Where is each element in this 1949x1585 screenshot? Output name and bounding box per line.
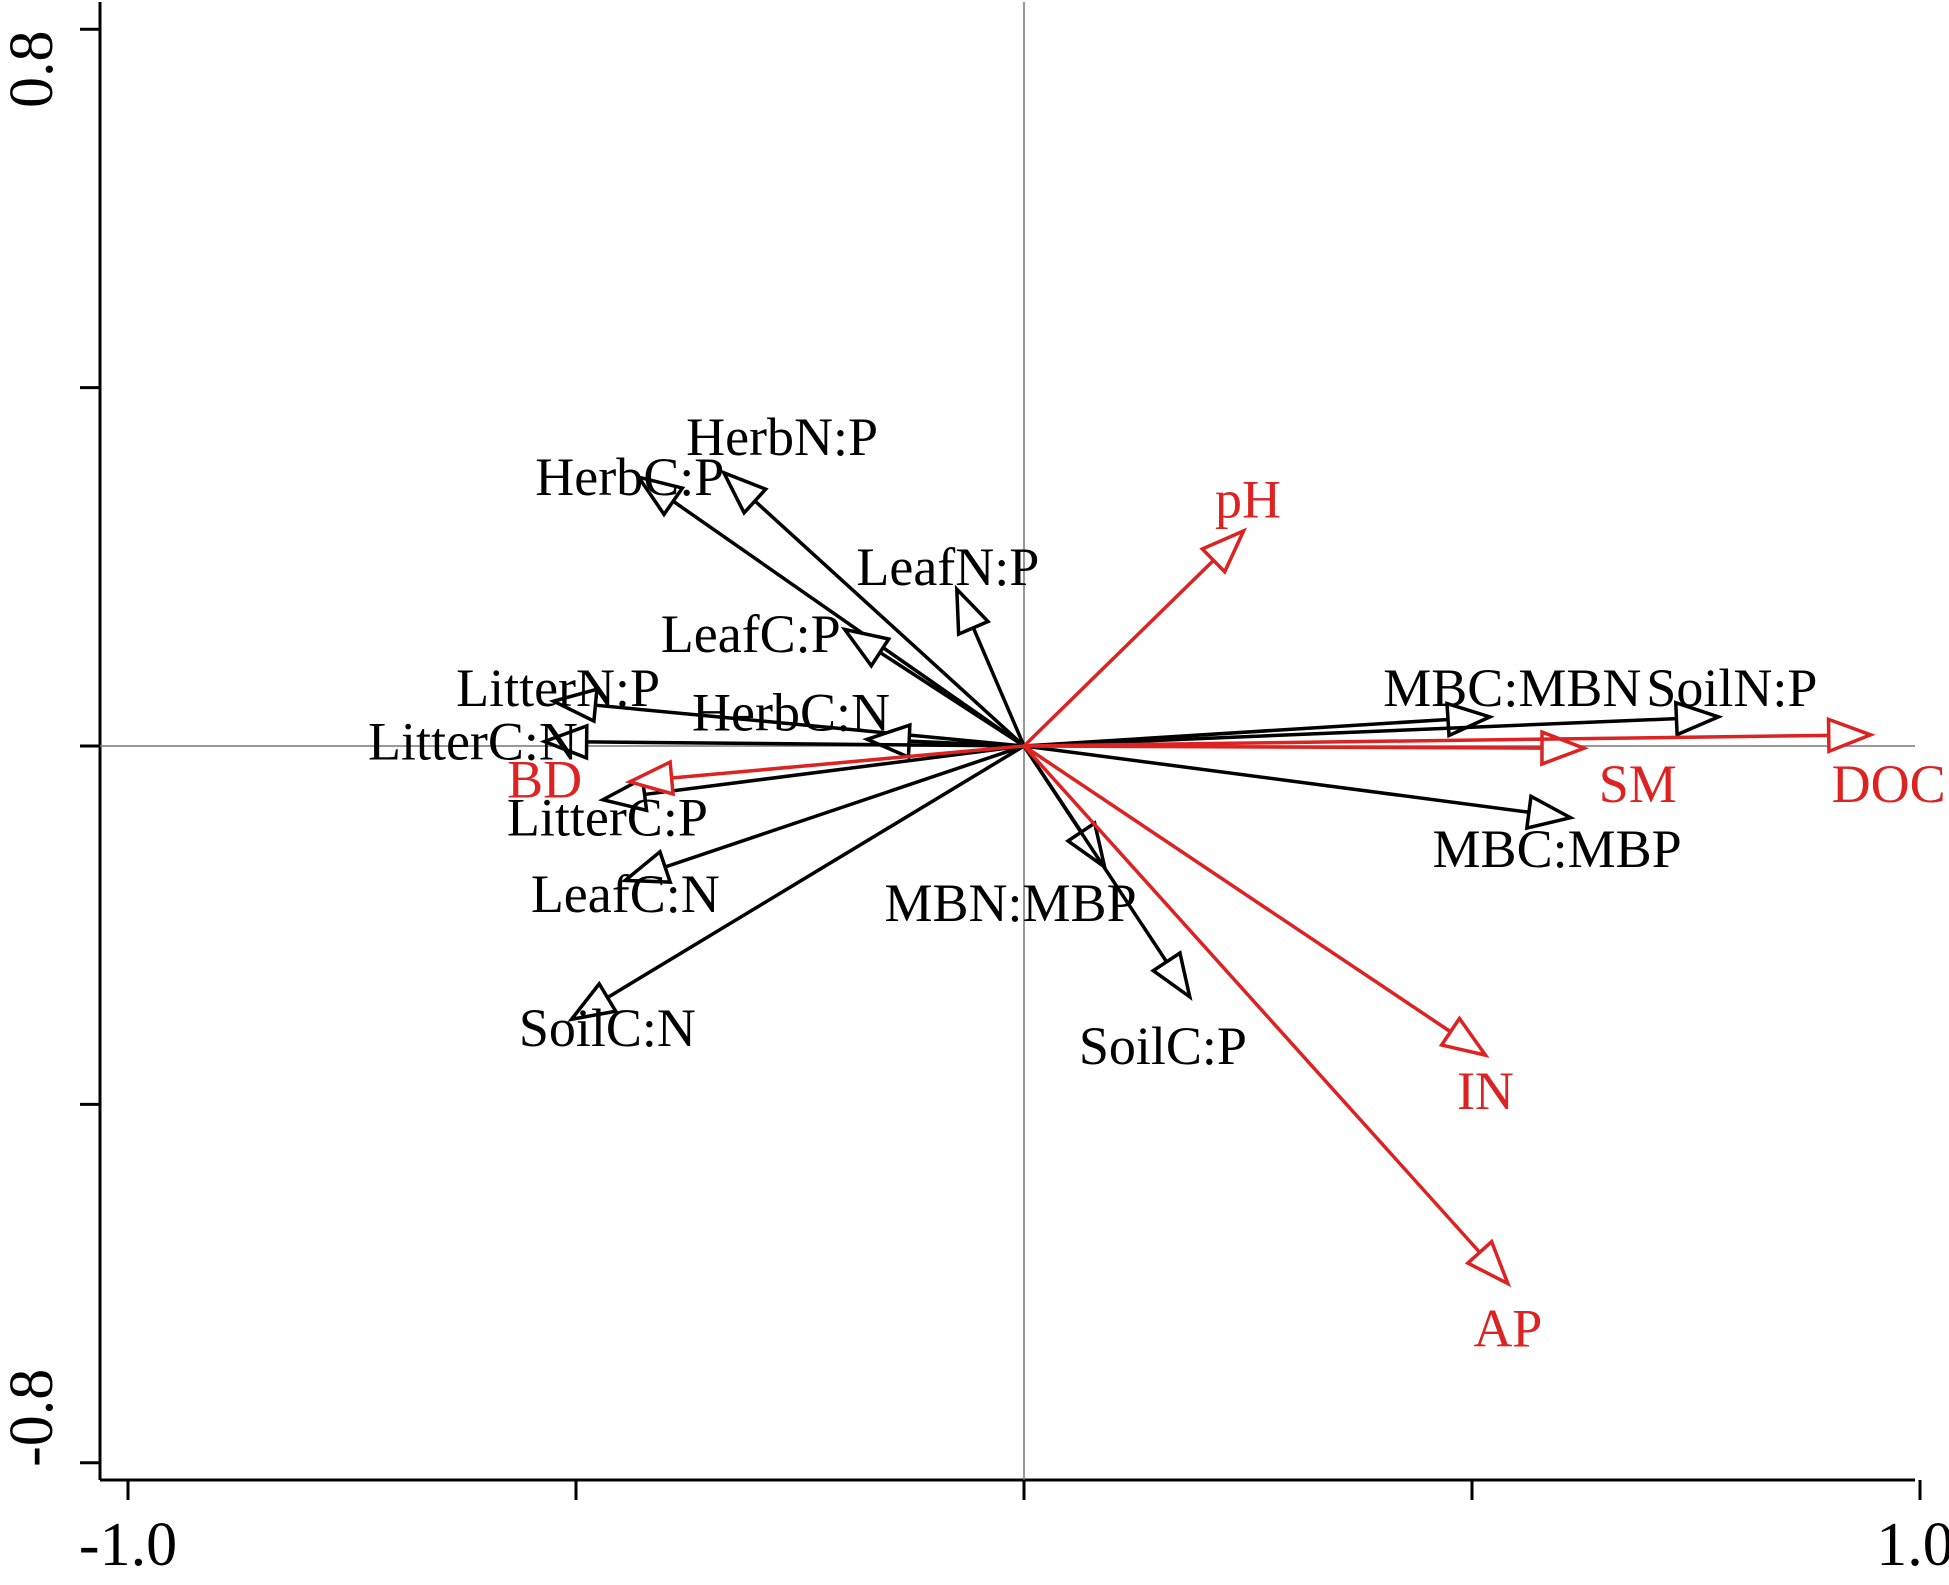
vector-arrowhead: [620, 848, 673, 884]
vector-arrowhead: [840, 626, 892, 669]
vector-label-soilc-n: SoilC:N: [519, 998, 696, 1058]
vector-arrowhead: [954, 584, 992, 637]
vector-sm: [1023, 729, 1589, 767]
vector-shaft: [1022, 744, 1482, 1254]
vector-ap: [1022, 744, 1512, 1288]
vector-label-litterc-p: LitterC:P: [507, 788, 708, 848]
vector-leafc-n: [620, 744, 1025, 884]
vector-shaft: [753, 499, 1026, 748]
vector-shaft: [595, 703, 1025, 748]
tick-label-layer: -1.0 1.0 0.8 -0.8: [0, 30, 1949, 1579]
vector-shaft: [971, 627, 1026, 747]
vector-leafc-p: [840, 626, 1025, 748]
vector-label-mbc-mbn: MBC:MBN: [1383, 658, 1641, 718]
vector-litterc-p: [598, 744, 1025, 813]
vector-label-herbc-p: HerbC:P: [535, 447, 724, 507]
vector-label-mbn-mbp: MBN:MBP: [885, 873, 1137, 933]
vector-herbn-p: [720, 469, 1026, 748]
vector-label-leafn-p: LeafN:P: [856, 537, 1039, 597]
vector-soilc-n: [567, 744, 1025, 1022]
vector-label-soilc-p: SoilC:P: [1079, 1016, 1247, 1076]
vector-shaft: [1023, 716, 1677, 748]
vector-mbc-mbp: [1023, 744, 1576, 831]
vector-shaft: [671, 744, 1025, 780]
vector-arrowhead: [1199, 527, 1248, 575]
vector-arrowhead: [1150, 950, 1193, 1001]
vector-in: [1023, 744, 1490, 1058]
vector-shaft: [1023, 733, 1829, 748]
x-tick-label: 1.0: [1876, 1511, 1949, 1579]
vector-leafn-p: [954, 584, 1026, 747]
vector-label-doc: DOC: [1832, 754, 1946, 814]
vector-label-sm: SM: [1599, 754, 1677, 814]
vector-bd: [624, 744, 1025, 797]
vector-shaft: [672, 499, 1026, 748]
vector-shaft: [664, 744, 1025, 869]
vector-arrowhead: [539, 723, 589, 761]
vector-arrowhead: [1540, 729, 1589, 767]
vector-label-littern-p: LitterN:P: [456, 658, 660, 718]
vector-arrowhead: [598, 775, 649, 813]
vector-label-litterc-n: LitterC:N: [368, 712, 578, 772]
vector-label-in: IN: [1457, 1061, 1514, 1121]
vector-litterc-n: [539, 723, 1025, 761]
vector-arrowhead: [548, 686, 599, 724]
vector-label-herbc-n: HerbC:N: [692, 682, 890, 742]
vector-littern-p: [548, 686, 1025, 748]
y-tick-label: 0.8: [0, 30, 66, 108]
vector-herbc-p: [634, 474, 1026, 748]
vector-arrowhead: [1673, 700, 1724, 738]
vector-soilc-p: [1022, 745, 1193, 1001]
vector-arrowhead: [1438, 1015, 1490, 1058]
vector-arrowhead: [567, 980, 619, 1022]
vector-arrowhead: [862, 722, 912, 760]
vector-label-leafc-n: LeafC:N: [531, 864, 720, 924]
vector-ph: [1022, 527, 1248, 748]
vector-arrowhead: [1826, 716, 1876, 754]
vector-arrowhead: [624, 759, 676, 797]
vector-label-mbc-mbp: MBC:MBP: [1433, 819, 1682, 879]
vector-shaft: [586, 740, 1025, 748]
vector-label-soiln-p: SoilN:P: [1646, 658, 1817, 718]
vector-shaft: [1023, 744, 1530, 814]
x-tick-label: -1.0: [79, 1511, 177, 1579]
vector-label-herbn-p: HerbN:P: [686, 407, 878, 467]
vector-label-leafc-p: LeafC:P: [661, 604, 841, 664]
vector-shaft: [879, 650, 1025, 748]
vector-label-ph: pH: [1215, 470, 1281, 530]
vector-arrowhead: [1464, 1238, 1512, 1288]
y-tick-label: -0.8: [0, 1369, 66, 1467]
plot-frame: [80, 2, 1922, 1500]
vector-shaft: [644, 744, 1025, 797]
vector-shaft: [1022, 559, 1215, 748]
vector-doc: [1023, 716, 1876, 754]
vector-soiln-p: [1023, 700, 1724, 748]
vector-shaft: [606, 744, 1025, 1000]
vector-shaft: [1023, 744, 1452, 1034]
vector-arrowhead: [1524, 793, 1576, 831]
vector-shaft: [1022, 745, 1169, 963]
vector-label-ap: AP: [1473, 1298, 1542, 1358]
vector-label-bd: BD: [507, 750, 582, 810]
vector-layer: [539, 469, 1876, 1288]
vector-arrowhead: [634, 474, 686, 518]
vector-arrowhead: [720, 469, 769, 516]
